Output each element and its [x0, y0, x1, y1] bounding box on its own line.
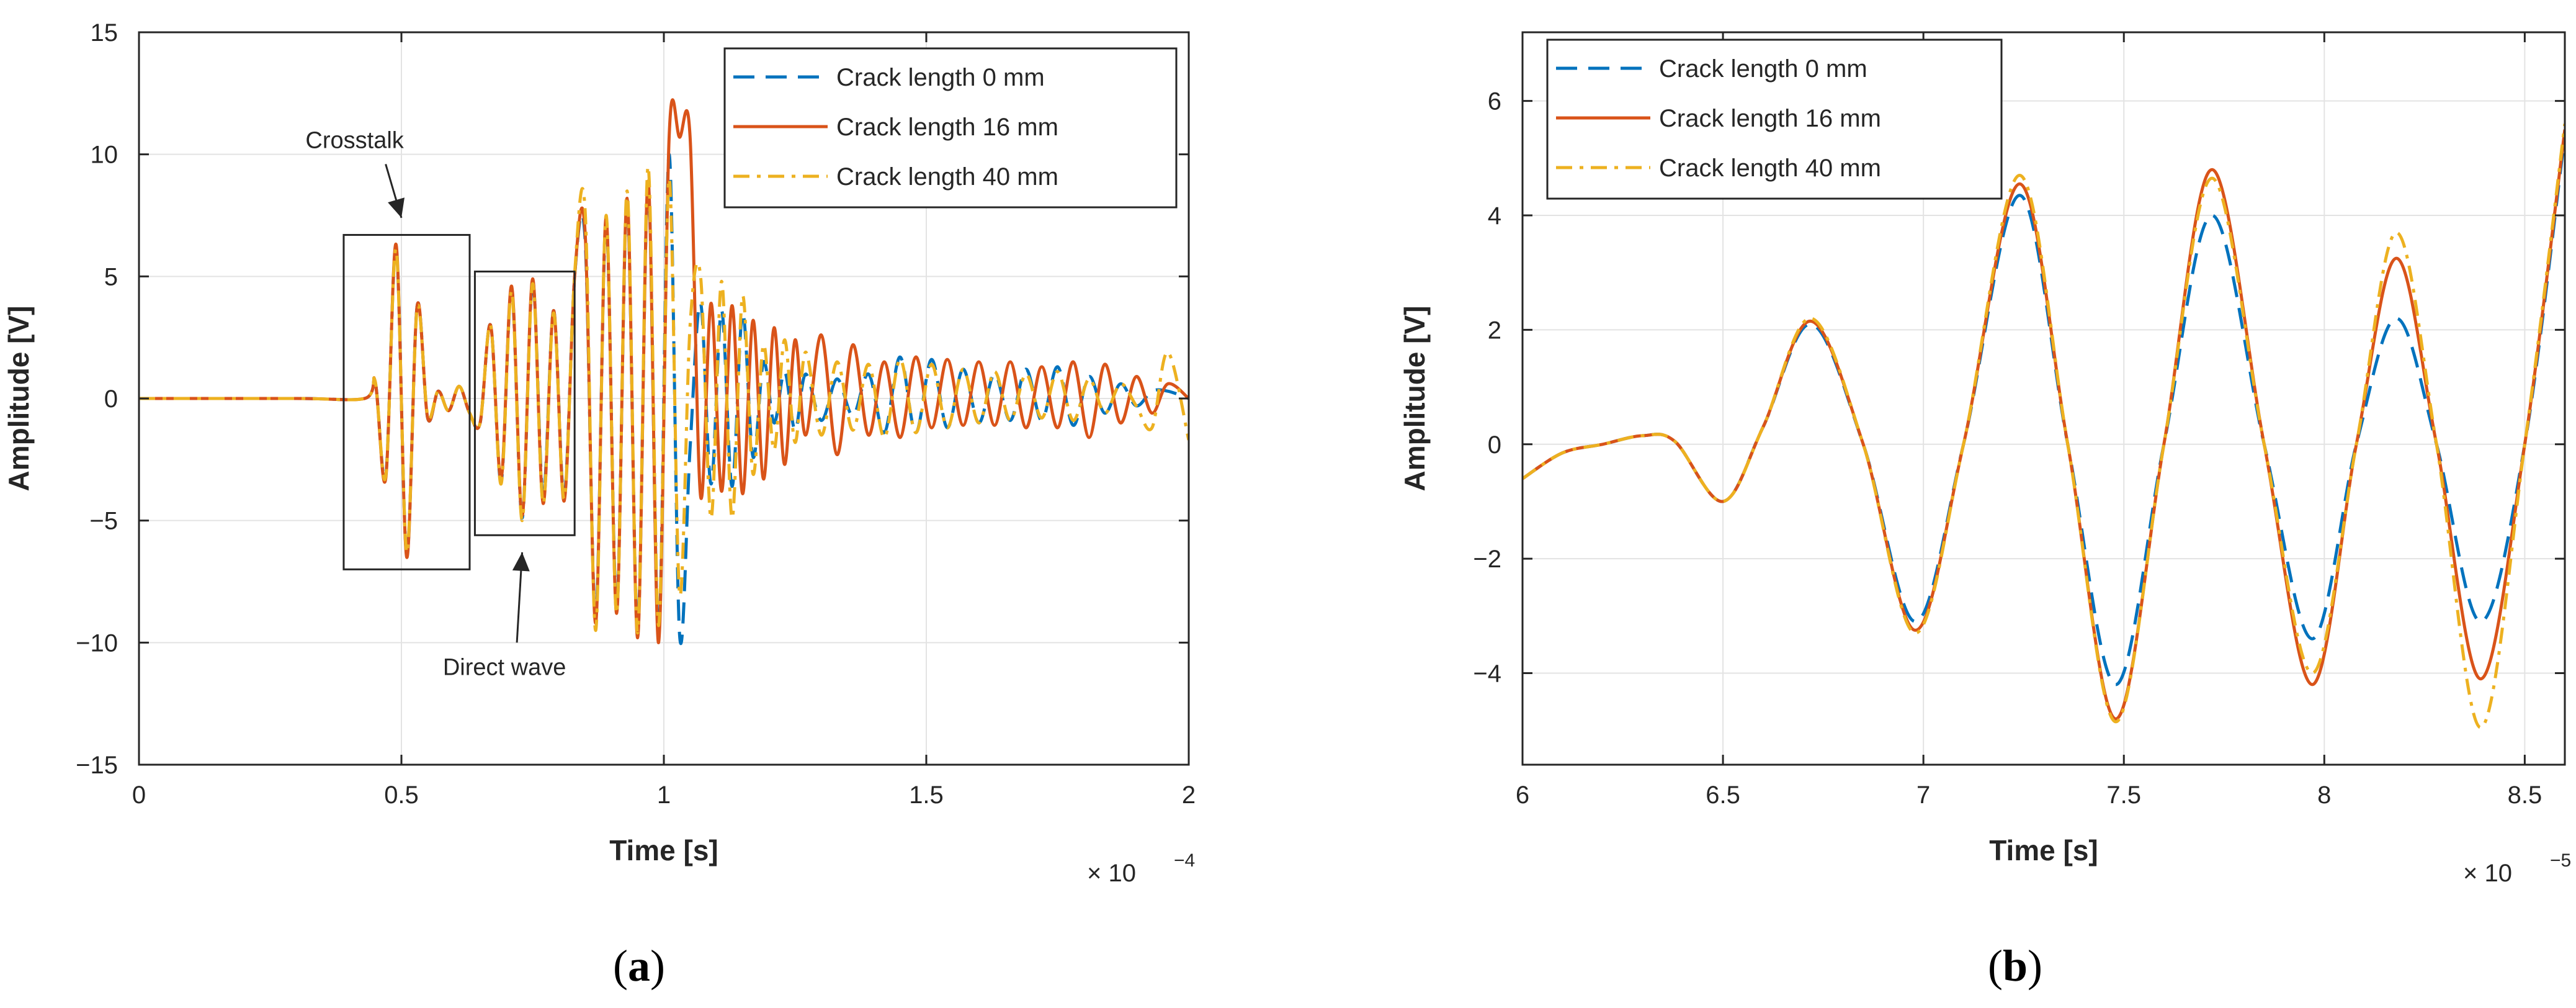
annotations-a: Crosstalk Direct wave [305, 127, 576, 680]
legend-label: Crack length 40 mm [1659, 155, 1881, 182]
y-axis-label-b: Amplitude [V] [1398, 306, 1431, 492]
y-tick-label: −2 [1473, 546, 1501, 573]
axes-frame-b [1521, 31, 2566, 766]
legend-a: Crack length 0 mm Crack length 16 mm Crack… [723, 47, 1178, 209]
y-tick-label: −10 [76, 629, 118, 657]
x-tick-label: 6 [1516, 781, 1529, 809]
direct-wave-label: Direct wave [443, 654, 566, 680]
ticks-b: 6 6.5 7 7.5 8 8.5 −4 −2 0 2 4 6 [1473, 32, 2565, 809]
legend-label: Crack length 16 mm [1659, 105, 1881, 132]
caption-b: (b) [1988, 941, 2042, 991]
series-group-b [1523, 124, 2565, 729]
annotation-box [473, 270, 576, 536]
caption-letter-a: a [628, 941, 650, 991]
y-tick-label: 5 [104, 263, 118, 290]
x-axis-label-a: Time [s] [609, 834, 718, 866]
series-line-crack-length-0-mm [139, 153, 1189, 645]
annotation-arrowhead [388, 197, 405, 218]
x-tick-label: 0 [132, 781, 146, 809]
x-tick-label: 8 [2317, 781, 2331, 809]
legend-b: Crack length 0 mm Crack length 16 mm Crack… [1546, 38, 2003, 200]
y-tick-label: −5 [89, 508, 118, 535]
crosstalk-label: Crosstalk [305, 127, 404, 153]
series-line-crack-length-40-mm [139, 164, 1189, 635]
y-tick-label: −15 [76, 752, 118, 779]
x-axis-label-b: Time [s] [1989, 834, 2098, 866]
series-group-a [139, 98, 1189, 645]
legend-label: Crack length 40 mm [836, 163, 1058, 191]
x-tick-label: 6.5 [1706, 781, 1740, 809]
y-tick-label: 2 [1488, 317, 1501, 344]
x-tick-label: 1 [657, 781, 671, 809]
y-tick-label: 10 [91, 142, 119, 169]
ticks-a: 0 0.5 1 1.5 2 −15 −10 −5 0 5 10 15 [76, 19, 1196, 809]
panel-a: 0 0.5 1 1.5 2 −15 −10 −5 0 5 10 15 Crosstalk Direct … [2, 19, 1196, 991]
x-exponent-label-a: × 10 [1087, 860, 1136, 887]
annotation-box [342, 233, 471, 570]
x-tick-label: 7.5 [2106, 781, 2141, 809]
y-tick-label: 0 [104, 385, 118, 413]
y-tick-label: 0 [1488, 431, 1501, 459]
legend-label: Crack length 0 mm [836, 64, 1045, 91]
y-tick-label: −4 [1473, 660, 1501, 688]
annotation-arrowhead [512, 552, 530, 572]
legend-label: Crack length 16 mm [836, 114, 1058, 141]
y-tick-label: 6 [1488, 88, 1501, 115]
series-line-crack-length-40-mm [1523, 124, 2565, 729]
caption-a: (a) [613, 941, 665, 991]
x-tick-label: 2 [1182, 781, 1196, 809]
y-tick-label: 4 [1488, 202, 1501, 230]
x-tick-label: 8.5 [2508, 781, 2542, 809]
x-tick-label: 7 [1916, 781, 1930, 809]
caption-letter-b: b [2003, 941, 2028, 991]
x-tick-label: 0.5 [384, 781, 419, 809]
legend-label: Crack length 0 mm [1659, 55, 1867, 83]
x-tick-label: 1.5 [909, 781, 944, 809]
y-tick-label: 15 [91, 19, 119, 47]
y-axis-label-a: Amplitude [V] [2, 306, 35, 492]
x-exponent-label-b: × 10 [2463, 860, 2512, 887]
x-exponent-power-b: −5 [2550, 850, 2571, 871]
x-exponent-power-a: −4 [1174, 850, 1195, 871]
